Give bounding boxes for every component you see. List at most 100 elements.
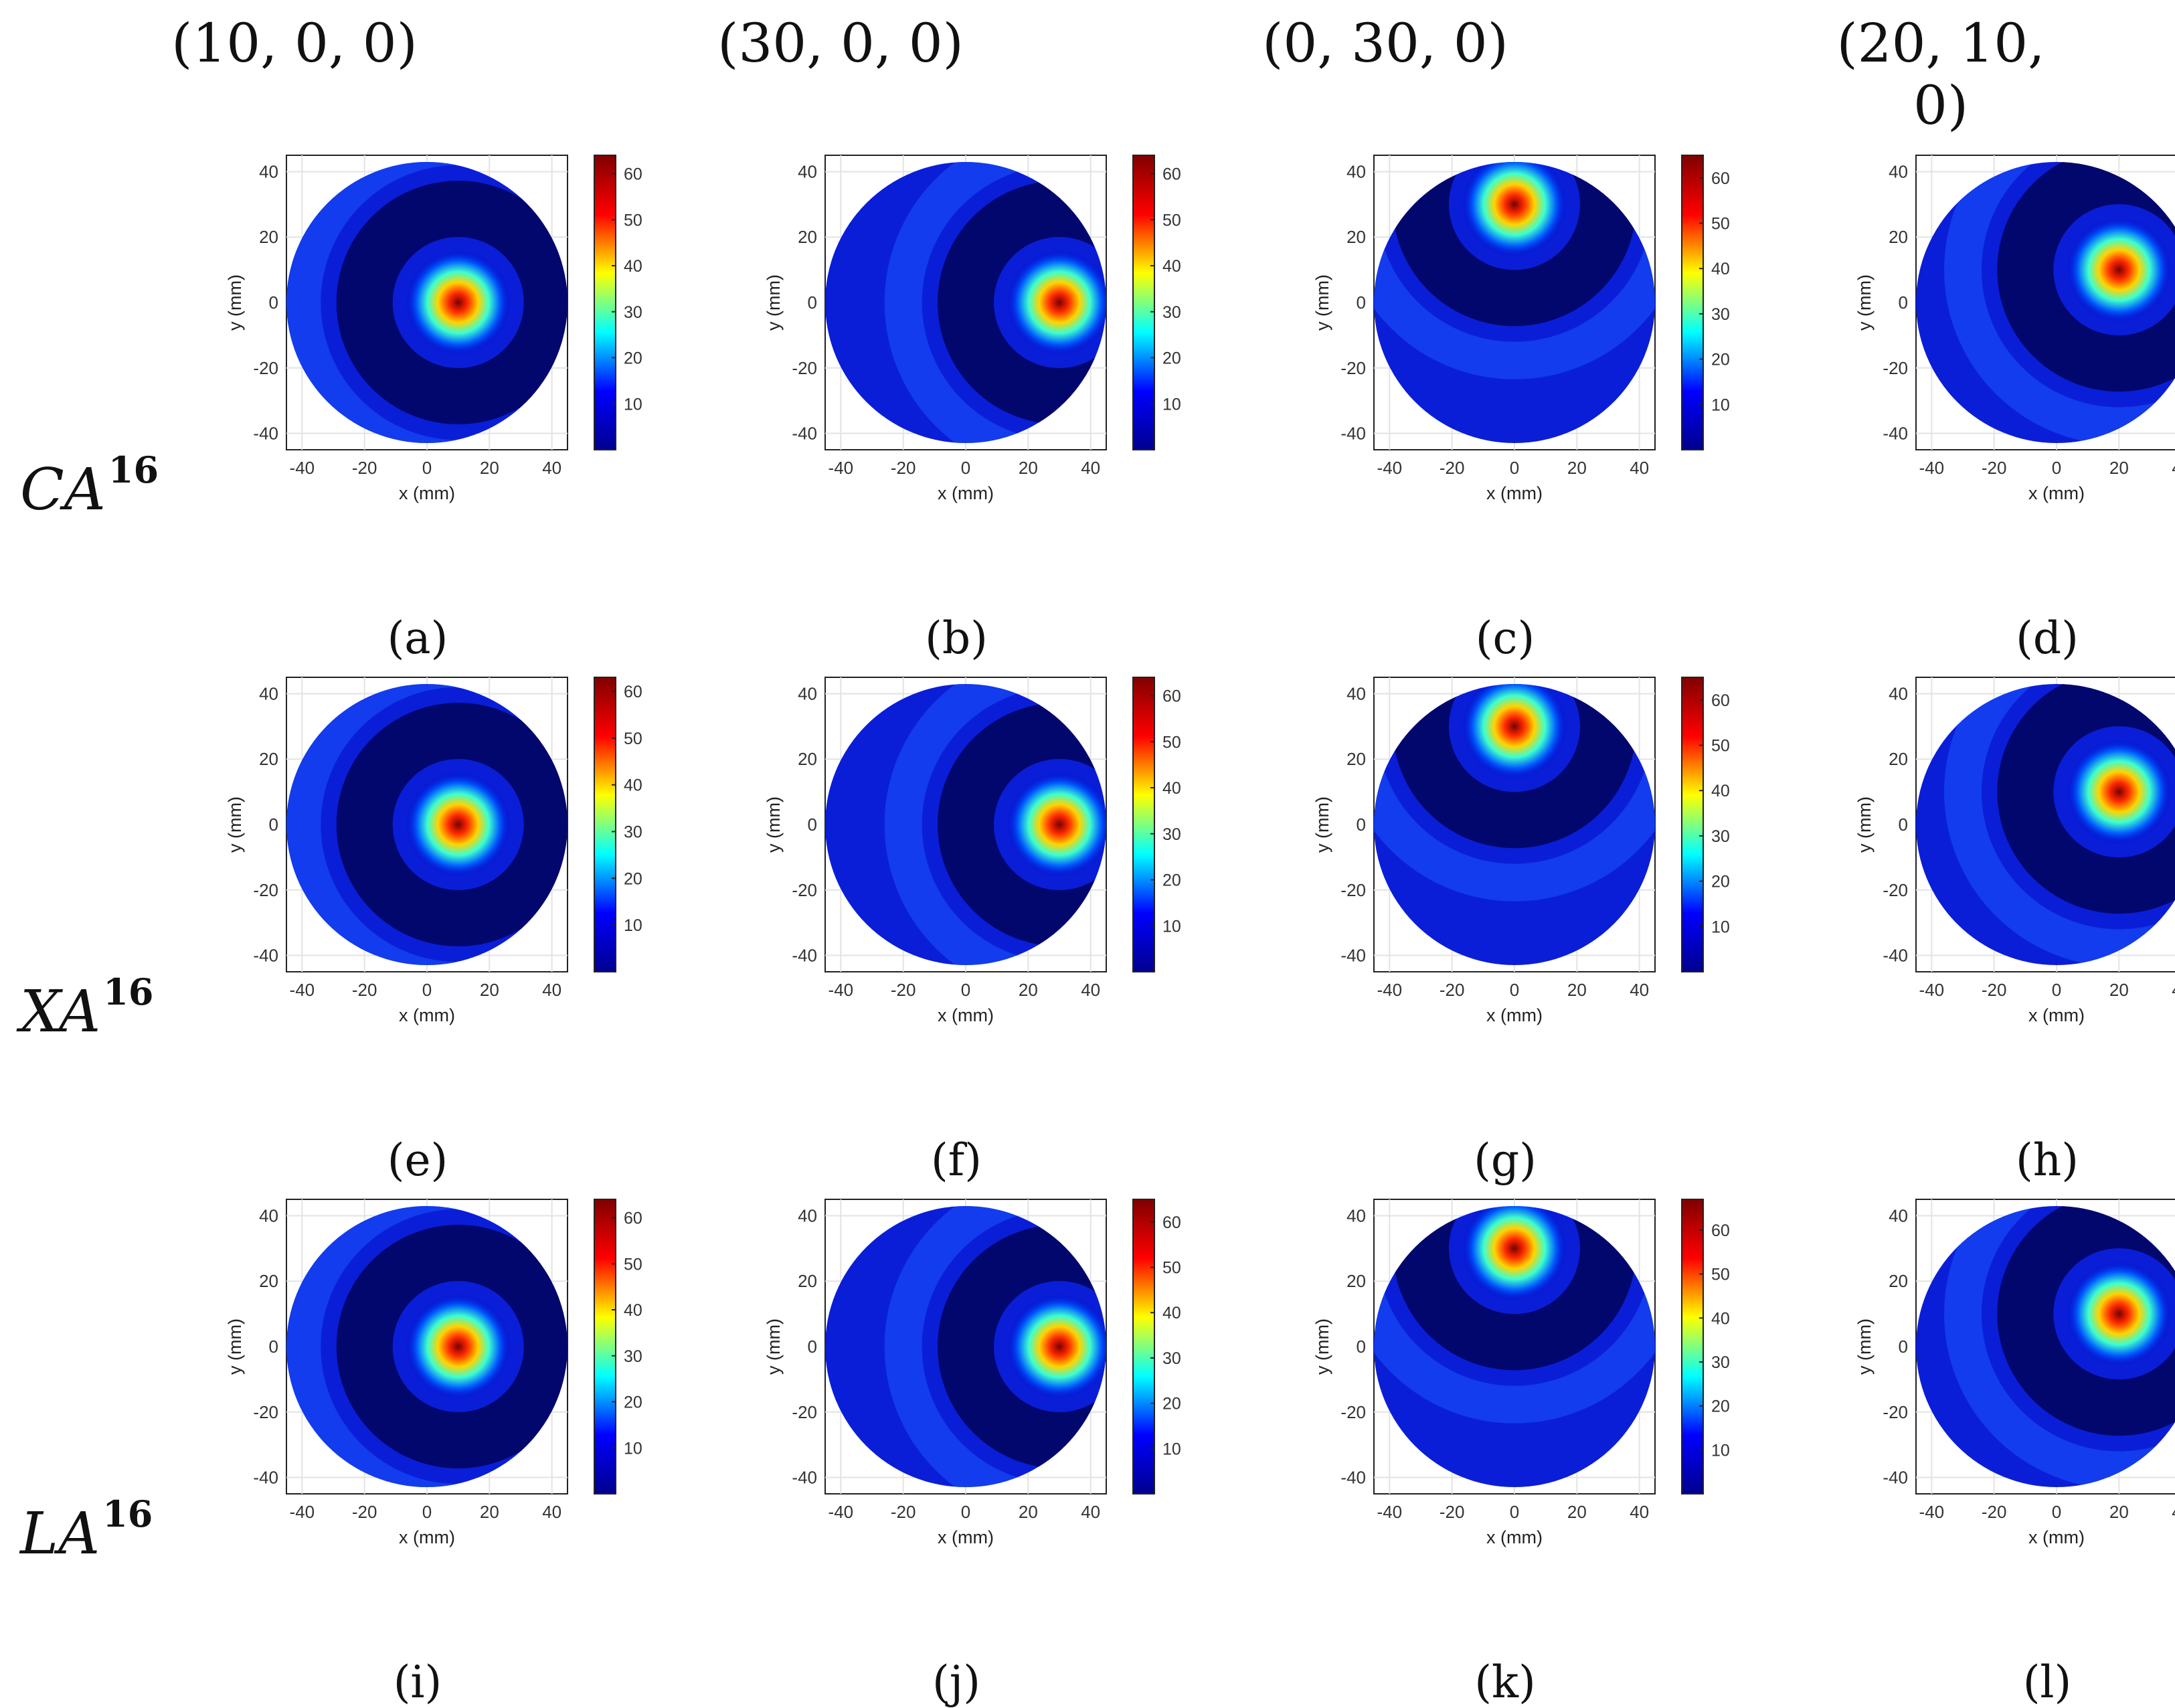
x-tick-label: -20 bbox=[1982, 1502, 2007, 1522]
y-tick-label: -40 bbox=[1883, 1468, 1908, 1488]
colorbar-tick-label: 30 bbox=[1711, 827, 1730, 846]
heatmap-field bbox=[286, 162, 568, 443]
colorbar-tick-label: 60 bbox=[1711, 169, 1730, 188]
heatmap-field bbox=[1374, 162, 1655, 443]
y-axis-label: y (mm) bbox=[1854, 274, 1875, 331]
y-tick-label: 0 bbox=[1357, 1337, 1366, 1357]
heatmap-side-lobe bbox=[1374, 1206, 1655, 1424]
colorbar-tick-label: 60 bbox=[1162, 687, 1181, 706]
colorbar-tick-label: 50 bbox=[1162, 211, 1181, 230]
x-tick-label: 20 bbox=[1567, 1502, 1587, 1522]
y-tick-label: 40 bbox=[259, 1205, 278, 1225]
x-tick-label: -40 bbox=[1919, 1502, 1945, 1522]
y-tick-label: -40 bbox=[792, 1468, 817, 1488]
focal-spot bbox=[2066, 216, 2172, 323]
heatmap-dark-ring bbox=[938, 703, 1106, 946]
row-label-ca-base: CA bbox=[20, 456, 106, 523]
x-tick-label: 40 bbox=[1630, 1502, 1649, 1522]
x-tick-label: 0 bbox=[2052, 1502, 2061, 1522]
x-tick-label: -40 bbox=[290, 458, 315, 478]
focal-spot bbox=[405, 1293, 511, 1400]
x-tick-label: 20 bbox=[1019, 458, 1038, 478]
panel-label: (c) bbox=[1475, 612, 1535, 664]
x-tick-label: -20 bbox=[1440, 1502, 1465, 1522]
y-tick-label: 0 bbox=[1899, 815, 1908, 835]
y-tick-label: 0 bbox=[269, 815, 278, 835]
y-tick-label: 40 bbox=[1346, 1205, 1366, 1225]
focal-spot bbox=[2066, 738, 2172, 845]
y-tick-label: 20 bbox=[1889, 227, 1908, 247]
colorbar-tick-label: 10 bbox=[1711, 918, 1730, 936]
row-label-la-sup: 16 bbox=[102, 1492, 153, 1535]
x-tick-label: 20 bbox=[2109, 458, 2129, 478]
colorbar-tick-label: 50 bbox=[624, 211, 642, 230]
y-axis-label: y (mm) bbox=[764, 1318, 784, 1375]
colorbar-tick-label: 40 bbox=[1162, 779, 1181, 798]
x-tick-label: -20 bbox=[1440, 980, 1465, 1000]
x-tick-label: 0 bbox=[1510, 1502, 1519, 1522]
x-tick-label: 20 bbox=[2109, 1502, 2129, 1522]
y-tick-label: 20 bbox=[798, 1271, 817, 1291]
y-tick-label: 40 bbox=[259, 683, 278, 703]
y-tick-label: -20 bbox=[1883, 358, 1908, 378]
y-tick-label: 0 bbox=[1899, 292, 1908, 313]
y-axis-label: y (mm) bbox=[1312, 274, 1332, 331]
panel-label: (e) bbox=[387, 1134, 448, 1186]
y-tick-label: 20 bbox=[1889, 1271, 1908, 1291]
y-tick-label: 0 bbox=[269, 1337, 278, 1357]
focal-spot bbox=[1461, 1206, 1568, 1302]
y-tick-label: 40 bbox=[798, 161, 817, 181]
column-header-4: (20, 10, 0) bbox=[1836, 12, 2045, 137]
panel-label: (f) bbox=[931, 1134, 982, 1186]
x-axis-label: x (mm) bbox=[938, 1527, 994, 1547]
y-tick-label: -20 bbox=[1340, 358, 1366, 378]
heatmap-field bbox=[1374, 684, 1655, 965]
y-tick-label: -40 bbox=[1883, 424, 1908, 444]
colorbar-tick-label: 10 bbox=[624, 916, 642, 935]
x-tick-label: 0 bbox=[961, 1502, 970, 1522]
x-tick-label: -20 bbox=[352, 1502, 377, 1522]
x-tick-label: -40 bbox=[1377, 458, 1403, 478]
heatmap-side-lobe bbox=[286, 684, 568, 965]
y-tick-label: -40 bbox=[1340, 1468, 1366, 1488]
y-tick-label: 20 bbox=[259, 749, 278, 769]
y-tick-label: -20 bbox=[1340, 880, 1366, 900]
heatmap-field bbox=[286, 1206, 568, 1487]
x-tick-label: 0 bbox=[961, 980, 970, 1000]
y-tick-label: -40 bbox=[253, 946, 278, 966]
colorbar-tick-label: 10 bbox=[1162, 1440, 1181, 1458]
y-tick-label: 20 bbox=[1346, 227, 1366, 247]
y-axis-label: y (mm) bbox=[225, 796, 245, 853]
heatmap-field bbox=[286, 684, 568, 965]
heatmap-field bbox=[825, 162, 1106, 443]
x-tick-label: 0 bbox=[2052, 980, 2061, 1000]
colorbar-tick-label: 30 bbox=[624, 823, 642, 841]
x-tick-label: 0 bbox=[961, 458, 970, 478]
colorbar-tick-label: 30 bbox=[1162, 303, 1181, 322]
heatmap-side-lobe bbox=[884, 1206, 1106, 1487]
x-axis-label: x (mm) bbox=[938, 483, 994, 503]
colorbar-tick-label: 40 bbox=[624, 776, 642, 795]
x-axis-label: x (mm) bbox=[2028, 1005, 2085, 1025]
y-tick-label: 40 bbox=[259, 161, 278, 181]
y-tick-label: 20 bbox=[798, 749, 817, 769]
colorbar bbox=[1681, 1199, 1704, 1494]
heatmap-dark-ring bbox=[1393, 162, 1636, 327]
heatmap-dark-ring bbox=[938, 181, 1106, 424]
heatmap-side-lobe bbox=[1944, 684, 2175, 965]
colorbar-tick-label: 40 bbox=[1711, 260, 1730, 278]
panel-label: (h) bbox=[2015, 1134, 2079, 1186]
x-tick-label: 40 bbox=[2172, 980, 2175, 1000]
x-tick-label: 20 bbox=[2109, 980, 2129, 1000]
colorbar bbox=[594, 1199, 616, 1494]
colorbar-tick-label: 40 bbox=[1162, 257, 1181, 276]
